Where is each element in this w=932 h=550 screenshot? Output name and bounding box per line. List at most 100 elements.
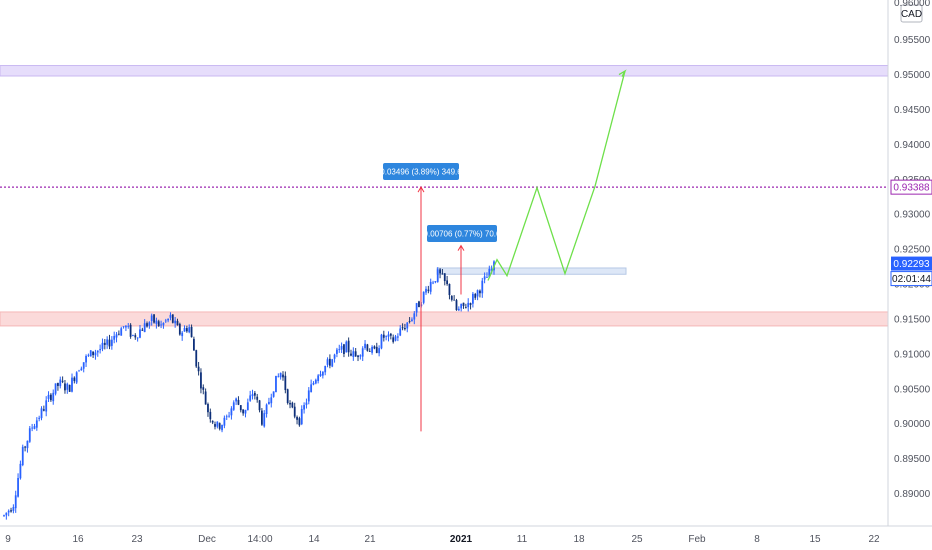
candle-body xyxy=(460,303,463,309)
price-tick-label: 0.95000 xyxy=(894,70,931,81)
candle-body xyxy=(359,355,362,357)
candle-body xyxy=(40,408,43,419)
candle-body xyxy=(253,392,256,396)
candle-body xyxy=(26,440,29,449)
candle-body xyxy=(228,415,230,417)
candle-body xyxy=(319,374,322,376)
candles-layer xyxy=(3,260,495,520)
candle-body xyxy=(127,325,130,327)
candle-body xyxy=(171,314,174,323)
time-tick-label: 14:00 xyxy=(247,534,272,545)
countdown-tag xyxy=(890,271,932,287)
price-tick-label: 0.91000 xyxy=(894,349,931,360)
candle-body xyxy=(256,396,259,400)
support-zone xyxy=(0,311,889,327)
candle-body xyxy=(357,355,359,358)
measurement-2-arrow-head xyxy=(457,244,465,251)
candle-body xyxy=(211,420,214,423)
candle-body xyxy=(92,351,94,356)
candle-body xyxy=(300,409,303,425)
resistance-zone xyxy=(0,65,889,77)
candle-body xyxy=(251,394,254,397)
candle-body xyxy=(350,353,352,356)
candle-body xyxy=(476,290,479,297)
candle-body xyxy=(467,302,470,308)
candle-body xyxy=(289,402,291,405)
candle-body xyxy=(328,358,331,366)
candle-body xyxy=(103,342,106,345)
candle-body xyxy=(209,411,212,420)
candle-body xyxy=(284,375,287,391)
projection-path xyxy=(487,70,626,281)
candle-body xyxy=(239,405,242,411)
candle-body xyxy=(441,273,444,275)
price-tick-label: 0.89000 xyxy=(894,489,931,500)
candle-body xyxy=(371,346,373,353)
candle-body xyxy=(120,328,123,336)
candle-body xyxy=(57,383,59,386)
candle-body xyxy=(54,383,57,394)
candle-body xyxy=(307,390,310,402)
candle-body xyxy=(47,394,50,399)
candle-body xyxy=(354,351,357,357)
level-price-text: 0.93388 xyxy=(893,183,930,194)
candle-body xyxy=(141,329,144,331)
candle-body xyxy=(125,326,127,328)
axes-layer xyxy=(0,0,932,527)
candle-body xyxy=(174,320,177,324)
candle-body xyxy=(462,302,465,306)
candle-body xyxy=(347,340,350,353)
price-tick-label: 0.89500 xyxy=(894,454,931,465)
candle-body xyxy=(380,334,383,349)
countdown-text: 02:01:44 xyxy=(892,274,931,285)
price-tick-label: 0.94500 xyxy=(894,105,931,116)
candle-body xyxy=(361,348,364,357)
candle-body xyxy=(406,322,409,329)
candle-body xyxy=(422,291,425,303)
candle-body xyxy=(457,308,460,311)
candle-body xyxy=(425,288,427,293)
time-tick-label: 14 xyxy=(308,534,320,545)
candle-body xyxy=(336,349,338,354)
price-tick-label: 0.92500 xyxy=(894,245,931,256)
measurement-callout-text: 0.00706 (0.77%) 70.6 xyxy=(424,230,501,239)
candle-body xyxy=(265,404,268,415)
time-tick-label: Dec xyxy=(198,534,216,545)
candle-body xyxy=(106,339,109,345)
candle-body xyxy=(260,410,263,425)
candle-body xyxy=(59,379,62,387)
candle-body xyxy=(96,350,99,353)
candle-body xyxy=(80,368,83,371)
candle-body xyxy=(33,426,36,429)
candle-body xyxy=(3,515,5,516)
candle-body xyxy=(282,374,284,378)
measurement-1-arrow-head xyxy=(417,186,425,193)
candle-body xyxy=(35,420,38,428)
time-tick-label: 23 xyxy=(131,534,143,545)
measurement-callout-box xyxy=(427,225,497,242)
price-tick-label: 0.93000 xyxy=(894,210,931,221)
candle-body xyxy=(450,296,453,300)
candle-body xyxy=(132,335,134,336)
candle-body xyxy=(331,359,334,367)
candle-body xyxy=(486,277,488,278)
candle-body xyxy=(183,327,186,332)
candle-body xyxy=(263,413,266,427)
current-price-tag xyxy=(891,256,932,271)
time-tick-label: 21 xyxy=(364,534,376,545)
candle-body xyxy=(277,376,280,378)
candle-body xyxy=(275,375,277,393)
candle-body xyxy=(223,417,226,426)
consolidation-box xyxy=(436,267,627,275)
candle-body xyxy=(242,409,245,414)
candle-body xyxy=(200,372,202,389)
candle-body xyxy=(490,269,493,271)
price-tick-label: 0.95500 xyxy=(894,35,931,46)
time-tick-label: 8 xyxy=(754,534,760,545)
candle-body xyxy=(99,348,102,351)
candle-body xyxy=(193,338,195,351)
candle-body xyxy=(368,351,371,352)
candle-body xyxy=(117,333,120,335)
candle-body xyxy=(24,446,27,448)
